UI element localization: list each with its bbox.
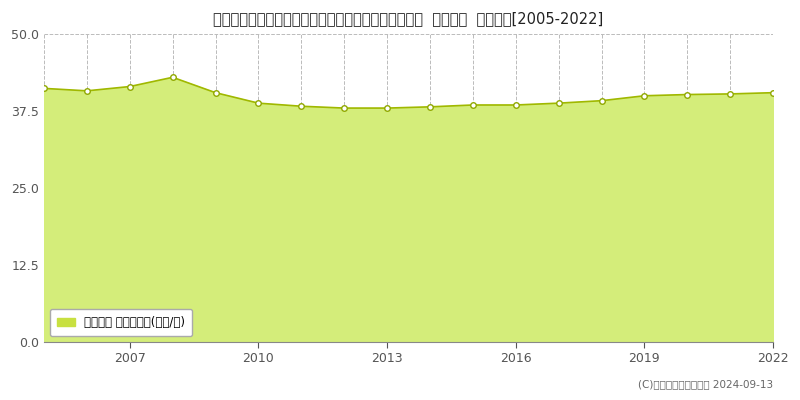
Title: 東京都西多摩郡瑞穂町大字箱根ケ崎字狭山２９５番４  地価公示  地価推移[2005-2022]: 東京都西多摩郡瑞穂町大字箱根ケ崎字狭山２９５番４ 地価公示 地価推移[2005-…: [214, 11, 604, 26]
Text: (C)土地価格ドットコム 2024-09-13: (C)土地価格ドットコム 2024-09-13: [638, 379, 773, 389]
Legend: 地価公示 平均坪単価(万円/坪): 地価公示 平均坪単価(万円/坪): [50, 309, 192, 336]
